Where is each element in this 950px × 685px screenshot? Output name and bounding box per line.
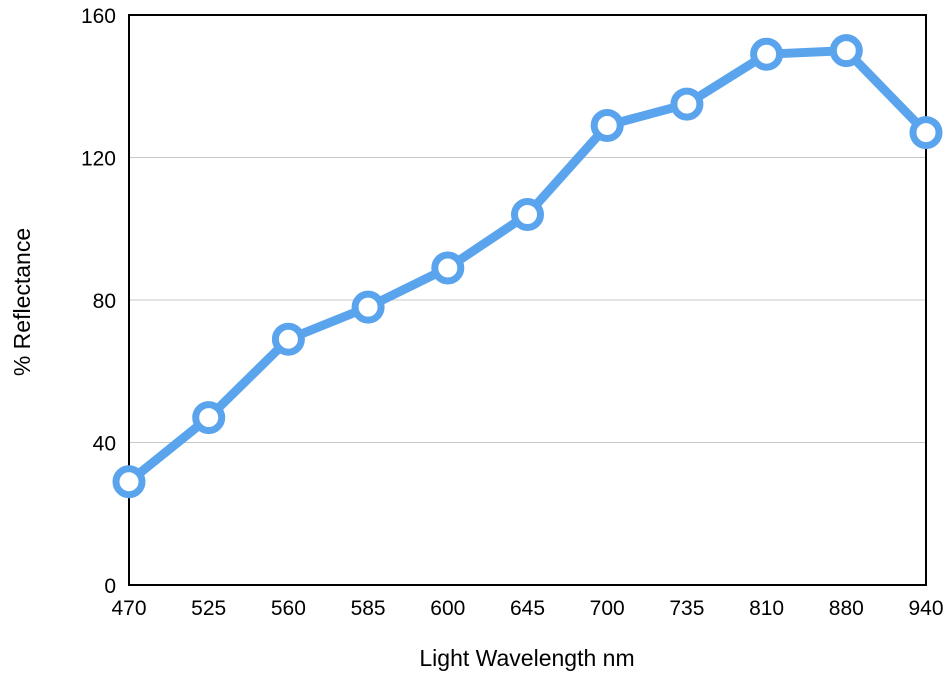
x-tick-label: 940 [908, 597, 943, 620]
x-tick-label: 585 [351, 597, 386, 620]
data-point [112, 465, 146, 499]
data-point [750, 37, 784, 71]
data-point [511, 198, 544, 231]
data-point [909, 116, 943, 150]
tick-labels: 0 40 80 120 160 470 525 560 585 600 645 700 735 810 88… [81, 5, 944, 620]
x-tick-label: 735 [669, 597, 704, 620]
data-point [351, 290, 385, 324]
data-point [271, 322, 305, 356]
axes [128, 14, 927, 586]
series-layer [112, 34, 943, 499]
y-axis-title: % Reflectance [9, 228, 35, 376]
y-tick-label: 80 [93, 290, 116, 313]
x-tick-label: 645 [510, 597, 545, 620]
x-tick-label: 880 [829, 597, 864, 620]
y-tick-label: 160 [81, 5, 116, 28]
x-tick-label: 560 [271, 597, 306, 620]
plot-frame [128, 14, 927, 586]
data-point [192, 401, 226, 435]
gridlines [129, 157, 926, 443]
x-tick-label: 525 [191, 597, 226, 620]
x-tick-label: 810 [749, 597, 784, 620]
data-point [670, 87, 704, 121]
x-axis-title: Light Wavelength nm [419, 645, 634, 671]
x-tick-label: 700 [590, 597, 625, 620]
x-tick-label: 470 [111, 597, 146, 620]
data-point [829, 34, 863, 68]
y-tick-label: 120 [81, 148, 116, 171]
data-point [590, 108, 624, 142]
y-tick-label: 40 [93, 433, 116, 456]
series-line-0 [124, 46, 931, 487]
data-point [431, 251, 465, 285]
x-tick-label: 600 [430, 597, 465, 620]
y-tick-label: 0 [104, 575, 116, 598]
